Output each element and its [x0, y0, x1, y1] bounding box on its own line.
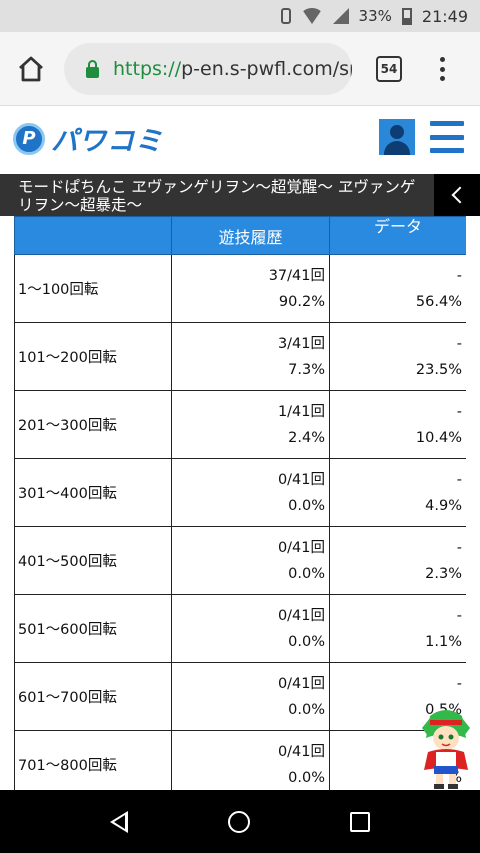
history-count: 1/41回: [277, 403, 325, 420]
system-navigation-bar: [0, 790, 480, 853]
header-rotation: [14, 216, 172, 255]
mascot-character-icon[interactable]: [416, 708, 476, 790]
site-logo[interactable]: P パワコミ: [13, 119, 163, 158]
header-history: 遊技履歴: [171, 216, 330, 255]
battery-percent: 33%: [358, 7, 392, 25]
data-dash: -: [456, 403, 462, 420]
nav-home-icon[interactable]: [228, 810, 250, 833]
hamburger-menu-icon[interactable]: [430, 121, 464, 153]
site-header: P パワコミ: [0, 106, 480, 170]
page-title: モードぱちんこ ヱヴァンゲリヲン〜超覚醒〜 ヱヴァンゲリヲン〜超暴走〜: [18, 178, 416, 214]
user-icon[interactable]: [379, 119, 415, 155]
data-percent: 10.4%: [415, 429, 462, 446]
signal-icon: [332, 8, 349, 24]
history-percent: 90.2%: [278, 293, 325, 310]
logo-mark: P: [13, 122, 45, 155]
history-percent: 0.0%: [288, 769, 325, 786]
history-cell: 0/41回 0.0%: [171, 730, 330, 790]
back-button[interactable]: [434, 174, 480, 216]
clock: 21:49: [421, 6, 468, 26]
header-data-label: データ: [373, 217, 422, 236]
overflow-menu-icon[interactable]: [436, 54, 448, 84]
rotation-range: 401〜500回転: [14, 526, 172, 595]
history-cell: 1/41回 2.4%: [171, 390, 330, 459]
data-percent: 1.1%: [425, 633, 462, 650]
address-bar[interactable]: https://p-en.s-pwfl.com/spec: [64, 43, 352, 95]
history-percent: 0.0%: [288, 701, 325, 718]
data-cell: - 4.9%: [329, 458, 466, 527]
data-cell: - 23.5%: [329, 322, 466, 391]
rotation-range: 501〜600回転: [14, 594, 172, 663]
history-percent: 0.0%: [288, 497, 325, 514]
browser-toolbar: https://p-en.s-pwfl.com/spec 54: [0, 32, 480, 106]
data-dash: -: [456, 539, 462, 556]
rotation-range: 701〜800回転: [14, 730, 172, 790]
url-host: p-en.s-pwfl.com/spec: [181, 58, 352, 80]
stats-table: 遊技履歴 データ 1〜100回転 37/41回 90.2% - 56.4% 101〜200…: [14, 216, 466, 790]
history-count: 0/41回: [277, 607, 325, 624]
data-cell: - 56.4%: [329, 254, 466, 323]
logo-text: パワコミ: [51, 126, 163, 157]
history-cell: 0/41回 0.0%: [171, 594, 330, 663]
status-bar: 33% 21:49: [0, 0, 480, 32]
history-count: 0/41回: [277, 675, 325, 692]
data-dash: -: [456, 607, 462, 624]
stats-table-container: 遊技履歴 データ 1〜100回転 37/41回 90.2% - 56.4% 101〜200…: [14, 216, 466, 790]
battery-icon: [401, 7, 412, 25]
history-cell: 3/41回 7.3%: [171, 322, 330, 391]
wifi-icon: [300, 8, 323, 24]
data-dash: -: [456, 267, 462, 284]
chevron-left-icon: [451, 186, 468, 204]
home-icon[interactable]: [16, 54, 46, 84]
table-row: 1〜100回転 37/41回 90.2% - 56.4%: [14, 254, 466, 323]
table-row: 501〜600回転 0/41回 0.0% - 1.1%: [14, 594, 466, 663]
table-row: 201〜300回転 1/41回 2.4% - 10.4%: [14, 390, 466, 459]
history-percent: 0.0%: [288, 565, 325, 582]
nav-recent-apps-icon[interactable]: [350, 811, 370, 832]
table-row: 301〜400回転 0/41回 0.0% - 4.9%: [14, 458, 466, 527]
url-scheme: https://: [113, 58, 182, 80]
history-percent: 7.3%: [288, 361, 325, 378]
rotation-range: 201〜300回転: [14, 390, 172, 459]
data-percent: 23.5%: [415, 361, 462, 378]
lock-icon: [86, 59, 99, 78]
history-count: 3/41回: [277, 335, 325, 352]
history-percent: 2.4%: [288, 429, 325, 446]
data-dash: -: [456, 335, 462, 352]
rotation-range: 101〜200回転: [14, 322, 172, 391]
history-count: 37/41回: [268, 267, 325, 284]
table-row: 101〜200回転 3/41回 7.3% - 23.5%: [14, 322, 466, 391]
vibrate-icon: [280, 8, 291, 24]
page-title-bar: モードぱちんこ ヱヴァンゲリヲン〜超覚醒〜 ヱヴァンゲリヲン〜超暴走〜: [0, 170, 480, 216]
history-count: 0/41回: [277, 471, 325, 488]
data-dash: -: [456, 471, 462, 488]
rotation-range: 1〜100回転: [14, 254, 172, 323]
history-count: 0/41回: [277, 539, 325, 556]
data-cell: - 2.3%: [329, 526, 466, 595]
history-cell: 37/41回 90.2%: [171, 254, 330, 323]
history-cell: 0/41回 0.0%: [171, 526, 330, 595]
data-percent: 2.3%: [425, 565, 462, 582]
table-header-row: 遊技履歴 データ: [14, 216, 466, 255]
rotation-range: 301〜400回転: [14, 458, 172, 527]
rotation-range: 601〜700回転: [14, 662, 172, 731]
data-dash: -: [456, 675, 462, 692]
data-percent: 4.9%: [425, 497, 462, 514]
data-cell: - 1.1%: [329, 594, 466, 663]
history-percent: 0.0%: [288, 633, 325, 650]
history-cell: 0/41回 0.0%: [171, 458, 330, 527]
nav-back-icon[interactable]: [110, 810, 128, 833]
tab-switcher-button[interactable]: 54: [376, 56, 402, 82]
header-data: データ: [329, 216, 466, 255]
history-count: 0/41回: [277, 743, 325, 760]
history-cell: 0/41回 0.0%: [171, 662, 330, 731]
data-cell: - 10.4%: [329, 390, 466, 459]
table-row: 601〜700回転 0/41回 0.0% -0.5%: [14, 662, 466, 731]
table-row: 401〜500回転 0/41回 0.0% - 2.3%: [14, 526, 466, 595]
data-percent: 56.4%: [415, 293, 462, 310]
